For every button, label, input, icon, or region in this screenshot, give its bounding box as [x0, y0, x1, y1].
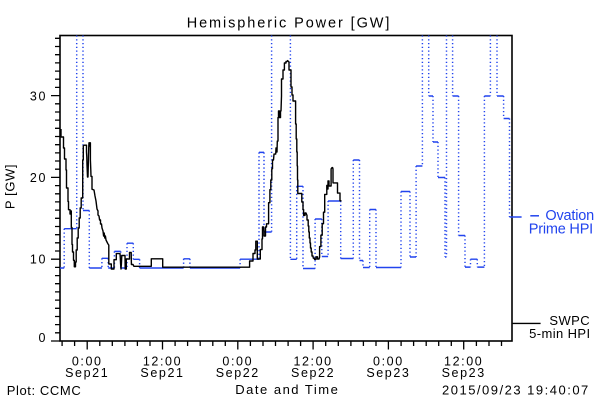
svg-text:0:00: 0:00	[72, 355, 103, 369]
svg-text:Hemispheric Power [GW]: Hemispheric Power [GW]	[187, 16, 392, 32]
svg-text:0: 0	[38, 331, 47, 345]
svg-text:SWPC: SWPC	[549, 313, 590, 328]
svg-text:Date and Time: Date and Time	[235, 382, 339, 397]
svg-text:Sep22: Sep22	[216, 366, 260, 380]
svg-text:12:00: 12:00	[444, 355, 483, 369]
svg-text:Plot: CCMC: Plot: CCMC	[7, 383, 82, 398]
svg-text:10: 10	[30, 252, 47, 266]
svg-text:30: 30	[30, 89, 47, 103]
svg-text:Sep23: Sep23	[366, 366, 410, 380]
svg-text:Prime HPI: Prime HPI	[529, 221, 593, 237]
svg-text:0:00: 0:00	[222, 355, 253, 369]
svg-text:Sep21: Sep21	[65, 366, 109, 380]
svg-text:Sep22: Sep22	[291, 366, 335, 380]
svg-text:P [GW]: P [GW]	[3, 164, 18, 209]
svg-text:2015/09/23 19:40:07: 2015/09/23 19:40:07	[442, 382, 590, 397]
svg-text:Ovation: Ovation	[545, 208, 594, 224]
svg-text:20: 20	[30, 171, 47, 185]
svg-text:5-min HPI: 5-min HPI	[529, 326, 590, 341]
svg-text:12:00: 12:00	[293, 355, 332, 369]
svg-text:12:00: 12:00	[143, 355, 182, 369]
svg-text:0:00: 0:00	[373, 355, 404, 369]
svg-text:Sep21: Sep21	[140, 366, 184, 380]
svg-text:Sep23: Sep23	[442, 366, 486, 380]
